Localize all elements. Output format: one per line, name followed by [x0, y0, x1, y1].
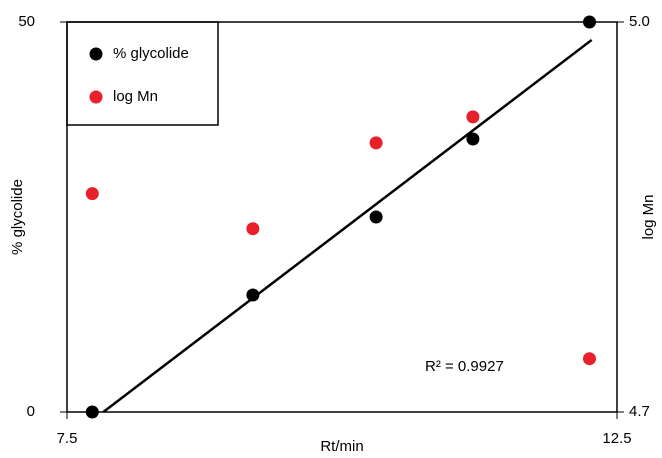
point — [369, 210, 383, 224]
point — [246, 222, 260, 236]
trendline — [102, 38, 593, 413]
point — [466, 132, 480, 146]
y2-tick-label: 4.7 — [629, 403, 650, 420]
y-tick-label: 50 — [18, 13, 35, 30]
y-tick-label: 0 — [27, 403, 35, 420]
point — [369, 136, 383, 150]
legend-marker — [89, 47, 103, 61]
y-axis-label: % glycolide — [9, 179, 26, 255]
plot-frame — [66, 21, 618, 413]
point — [583, 15, 596, 29]
x-tick-label: 12.5 — [602, 430, 631, 447]
legend-label: % glycolide — [113, 45, 189, 62]
annotation: R² = 0.9927 — [425, 358, 504, 375]
legend-label: log Mn — [113, 88, 158, 105]
point — [85, 187, 99, 201]
point — [246, 288, 260, 302]
y2-axis-label: log Mn — [640, 194, 657, 239]
legend-box — [66, 21, 219, 126]
x-tick-label: 7.5 — [57, 430, 78, 447]
legend-marker — [89, 90, 103, 104]
point — [466, 110, 480, 124]
point — [583, 352, 596, 366]
y2-tick-label: 5.0 — [629, 13, 650, 30]
point — [85, 405, 99, 419]
x-axis-label: Rt/min — [320, 438, 363, 455]
